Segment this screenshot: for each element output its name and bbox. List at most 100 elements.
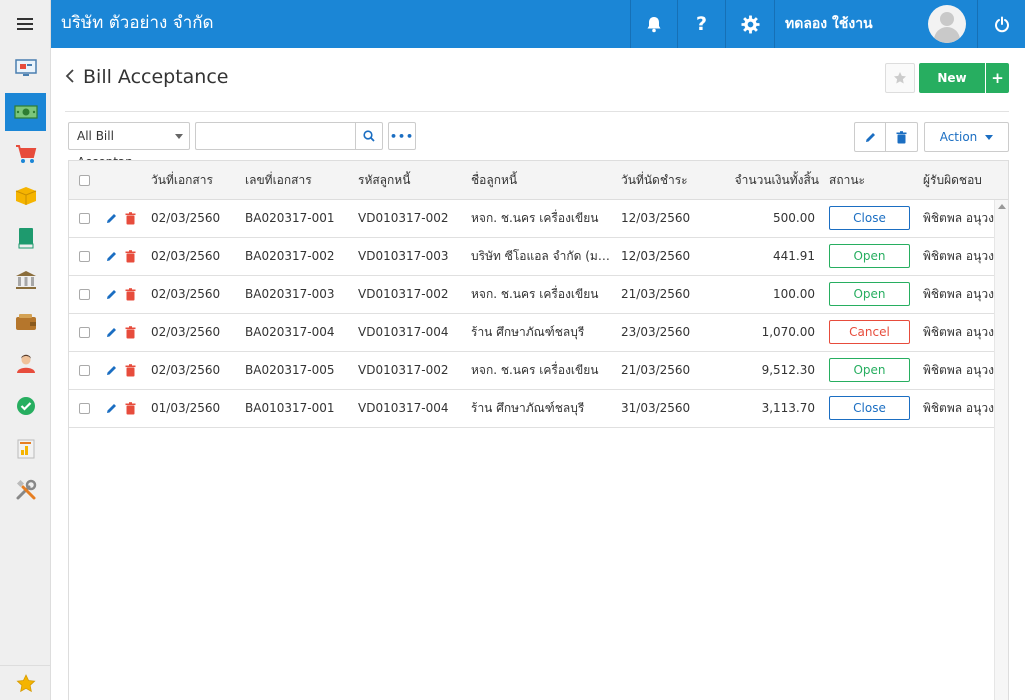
header-doc-date[interactable]: วันที่เอกสาร [151, 173, 213, 187]
status-badge[interactable]: Open [829, 244, 910, 268]
data-table: วันที่เอกสาร เลขที่เอกสาร รหัสลูกหนี้ ชื… [68, 160, 1009, 700]
notification-button[interactable] [630, 0, 677, 48]
sidebar-item-report[interactable] [5, 429, 46, 467]
cell-debtor-code: VD010317-003 [358, 249, 449, 263]
cell-total: 500.00 [773, 211, 815, 225]
menu-button[interactable] [0, 0, 51, 48]
header-debtor-code[interactable]: รหัสลูกหนี้ [358, 173, 411, 187]
cell-total: 1,070.00 [761, 325, 815, 339]
search-button[interactable] [355, 122, 383, 150]
avatar[interactable] [928, 5, 966, 43]
sidebar-favorites[interactable] [0, 665, 51, 700]
cell-debtor-name: หจก. ช.นคร เครื่องเขียน [471, 363, 599, 377]
row-checkbox[interactable] [79, 365, 90, 376]
help-button[interactable]: ? [677, 0, 725, 48]
row-delete-button[interactable] [125, 326, 136, 342]
edit-button[interactable] [854, 122, 886, 152]
logout-button[interactable] [977, 0, 1025, 48]
sidebar-item-bank[interactable] [5, 261, 46, 299]
sidebar-item-purchase[interactable] [5, 135, 46, 173]
cell-due-date: 31/03/2560 [621, 401, 691, 415]
more-options-button[interactable]: ••• [388, 122, 416, 150]
company-name: บริษัท ตัวอย่าง จำกัด [61, 13, 214, 33]
row-delete-button[interactable] [125, 250, 136, 266]
favorite-button[interactable] [885, 63, 915, 93]
row-checkbox[interactable] [79, 251, 90, 262]
row-edit-button[interactable] [105, 402, 118, 418]
row-checkbox[interactable] [79, 289, 90, 300]
wallet-icon [15, 314, 36, 330]
money-icon [13, 105, 38, 119]
select-all-checkbox[interactable] [79, 175, 90, 186]
header-responsible[interactable]: ผู้รับผิดชอบ [923, 173, 982, 187]
table-scrollbar[interactable] [994, 200, 1008, 700]
row-delete-button[interactable] [125, 288, 136, 304]
caret-down-icon [985, 134, 994, 140]
status-badge[interactable]: Open [829, 282, 910, 306]
row-edit-button[interactable] [105, 288, 118, 304]
row-delete-button[interactable] [125, 212, 136, 228]
trash-icon [125, 250, 136, 263]
row-edit-button[interactable] [105, 326, 118, 342]
table-row[interactable]: 02/03/2560 BA020317-001 VD010317-002 หจก. ช… [69, 200, 994, 238]
header-doc-no[interactable]: เลขที่เอกสาร [245, 173, 312, 187]
row-delete-button[interactable] [125, 402, 136, 418]
sidebar-item-hr[interactable] [5, 345, 46, 383]
cell-debtor-name: ร้าน ศึกษาภัณฑ์ชลบุรี [471, 401, 585, 415]
table-row[interactable]: 02/03/2560 BA020317-002 VD010317-003 บริษัท… [69, 238, 994, 276]
trash-icon [125, 288, 136, 301]
back-button[interactable] [65, 67, 75, 88]
add-button[interactable]: + [986, 63, 1009, 93]
cell-debtor-name: หจก. ช.นคร เครื่องเขียน [471, 211, 599, 225]
sidebar-item-accounting[interactable] [5, 219, 46, 257]
scroll-up-icon[interactable] [998, 204, 1006, 209]
book-icon [18, 228, 33, 249]
row-checkbox[interactable] [79, 327, 90, 338]
sidebar-item-approve[interactable] [5, 387, 46, 425]
cell-doc-date: 02/03/2560 [151, 249, 221, 263]
filter-select[interactable]: All Bill Acceptan... [68, 122, 190, 169]
row-edit-button[interactable] [105, 212, 118, 228]
row-checkbox[interactable] [79, 403, 90, 414]
sidebar-item-inventory[interactable] [5, 177, 46, 215]
trash-icon [125, 326, 136, 339]
settings-button[interactable] [725, 0, 774, 48]
sidebar-item-money[interactable] [5, 93, 46, 131]
cell-debtor-name: หจก. ช.นคร เครื่องเขียน [471, 287, 599, 301]
status-badge[interactable]: Open [829, 358, 910, 382]
sidebar-item-tools[interactable] [5, 471, 46, 509]
cell-responsible: พิชิตพล อนุวงษ์ [923, 325, 994, 339]
cell-debtor-code: VD010317-004 [358, 401, 449, 415]
help-icon: ? [695, 13, 708, 35]
header-status[interactable]: สถานะ [829, 173, 865, 187]
delete-button[interactable] [886, 122, 918, 152]
pencil-icon [107, 366, 116, 375]
table-row[interactable]: 02/03/2560 BA020317-003 VD010317-002 หจก. ช… [69, 276, 994, 314]
sidebar-item-dashboard[interactable] [5, 49, 46, 87]
row-checkbox[interactable] [79, 213, 90, 224]
cell-debtor-code: VD010317-002 [358, 363, 449, 377]
sidebar-item-wallet[interactable] [5, 303, 46, 341]
pencil-icon [107, 328, 116, 337]
status-badge[interactable]: Cancel [829, 320, 910, 344]
status-badge[interactable]: Close [829, 396, 910, 420]
action-dropdown[interactable]: Action [924, 122, 1009, 152]
cell-responsible: พิชิตพล อนุวงษ์ [923, 287, 994, 301]
header-due-date[interactable]: วันที่นัดชำระ [621, 173, 688, 187]
status-badge[interactable]: Close [829, 206, 910, 230]
header-debtor-name[interactable]: ชื่อลูกหนี้ [471, 173, 518, 187]
table-row[interactable]: 02/03/2560 BA020317-004 VD010317-004 ร้าน ศ… [69, 314, 994, 352]
cell-doc-no: BA020317-003 [245, 287, 335, 301]
header-total[interactable]: จำนวนเงินทั้งสิ้น [734, 173, 819, 187]
table-row[interactable]: 02/03/2560 BA020317-005 VD010317-002 หจก. ช… [69, 352, 994, 390]
row-edit-button[interactable] [105, 250, 118, 266]
people-icon [16, 354, 35, 373]
row-delete-button[interactable] [125, 364, 136, 380]
new-button[interactable]: New [919, 63, 985, 93]
divider [65, 111, 1009, 112]
search-input[interactable] [195, 122, 356, 150]
table-row[interactable]: 01/03/2560 BA010317-001 VD010317-004 ร้าน ศ… [69, 390, 994, 428]
row-edit-button[interactable] [105, 364, 118, 380]
cell-debtor-code: VD010317-002 [358, 211, 449, 225]
user-name[interactable]: ทดลอง ใช้งาน [774, 0, 924, 48]
